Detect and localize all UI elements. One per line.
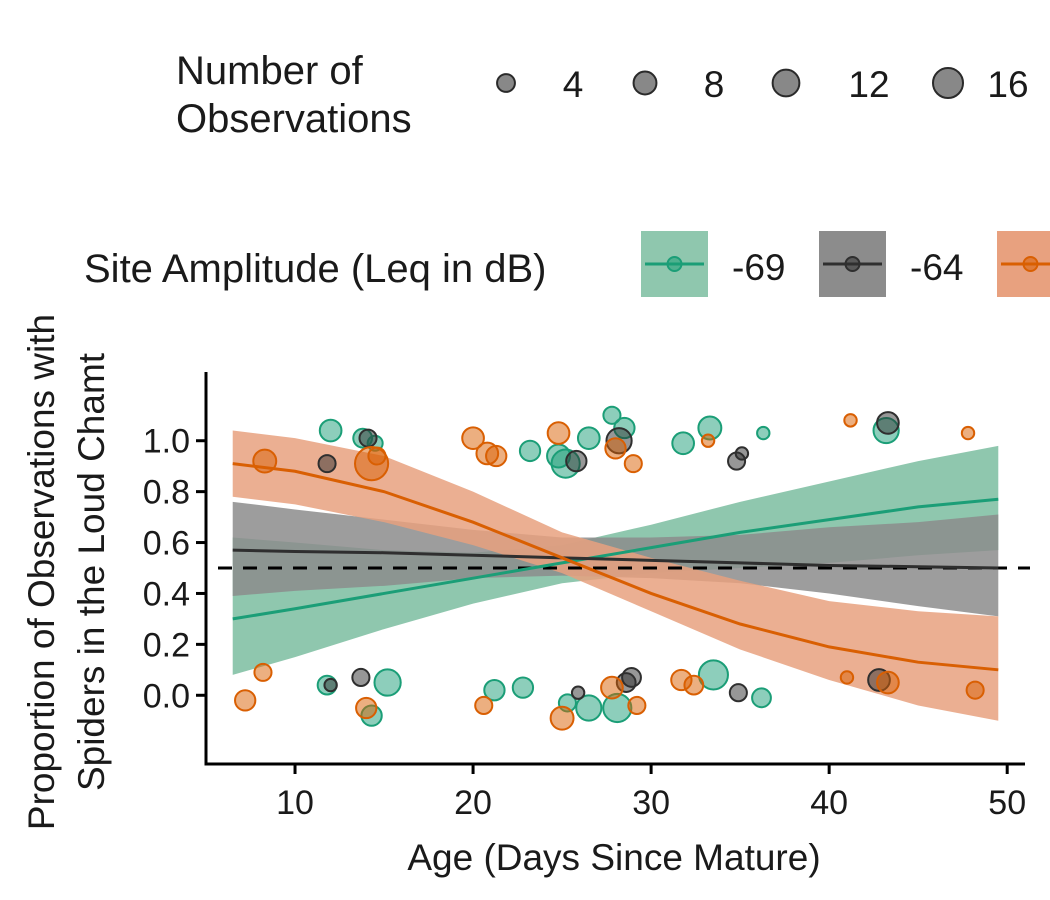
data-point-2-2 bbox=[367, 446, 387, 466]
y-tick-label-3: 0.6 bbox=[143, 525, 190, 563]
data-point-2-10 bbox=[843, 413, 858, 428]
data-point-1-7 bbox=[323, 677, 338, 693]
fit-line-2 bbox=[232, 462, 999, 672]
data-point-0-22 bbox=[751, 687, 772, 709]
size-legend-title-line-2: Observations bbox=[176, 97, 412, 141]
y-tick-label-2: 0.4 bbox=[143, 575, 190, 613]
data-point-1-11 bbox=[621, 667, 642, 688]
size-legend-title-line-1: Number of bbox=[176, 49, 364, 93]
data-point-1-5 bbox=[734, 446, 750, 461]
data-points bbox=[234, 405, 985, 731]
data-point-0-19 bbox=[575, 694, 603, 722]
data-point-2-15 bbox=[474, 695, 494, 715]
data-point-1-9 bbox=[570, 685, 586, 700]
data-point-2-5 bbox=[485, 444, 508, 468]
data-point-1-0 bbox=[317, 454, 337, 474]
color-legend: Site Amplitude (Leq in dB) -69 -64 bbox=[84, 231, 1050, 297]
x-tick-label-1: 20 bbox=[454, 784, 492, 822]
data-point-0-7 bbox=[602, 405, 622, 425]
size-legend-label-2: 12 bbox=[848, 64, 889, 105]
axes: 10 20 30 40 50 0.0 0.2 0.4 0.6 0.8 1.0 bbox=[143, 372, 1026, 822]
size-legend-key-1 bbox=[632, 70, 658, 96]
y-tick-label-0: 0.0 bbox=[143, 677, 190, 715]
color-legend-key-dot-2 bbox=[1022, 256, 1039, 272]
data-point-0-14 bbox=[373, 668, 402, 697]
y-axis-title-line-1: Proportion of Observations with bbox=[21, 314, 62, 830]
data-point-2-21 bbox=[839, 670, 855, 685]
size-legend-label-1: 8 bbox=[704, 64, 725, 105]
size-legend-label-0: 4 bbox=[563, 64, 584, 105]
data-point-0-16 bbox=[483, 679, 506, 702]
data-point-2-11 bbox=[960, 425, 976, 441]
data-point-1-1 bbox=[358, 428, 378, 448]
data-point-1-12 bbox=[728, 683, 748, 703]
y-tick-label-4: 0.8 bbox=[143, 474, 190, 512]
size-legend-key-3 bbox=[931, 66, 965, 100]
confidence-band-2 bbox=[232, 430, 999, 721]
data-point-2-14 bbox=[355, 696, 378, 720]
x-tick-label-4: 50 bbox=[988, 784, 1026, 822]
data-point-2-13 bbox=[253, 662, 273, 682]
data-point-0-9 bbox=[671, 431, 695, 456]
data-point-0-3 bbox=[518, 439, 542, 463]
data-point-2-18 bbox=[627, 695, 647, 715]
data-point-2-7 bbox=[604, 437, 627, 460]
color-legend-label-0: -69 bbox=[732, 247, 785, 288]
data-point-2-0 bbox=[252, 448, 278, 474]
data-point-0-11 bbox=[756, 425, 771, 441]
data-point-0-21 bbox=[697, 659, 729, 691]
fit-line-0 bbox=[232, 497, 999, 621]
x-tick-label-3: 40 bbox=[810, 784, 848, 822]
data-point-1-2 bbox=[565, 449, 588, 473]
color-legend-title: Site Amplitude (Leq in dB) bbox=[84, 247, 546, 291]
data-point-1-6 bbox=[876, 411, 900, 435]
size-legend-key-0 bbox=[496, 73, 516, 93]
data-point-2-8 bbox=[623, 454, 643, 474]
size-legend-label-3: 16 bbox=[987, 64, 1028, 105]
y-axis-title-line-2: Spiders in the Loud Chamt bbox=[71, 352, 112, 791]
color-legend-key-dot-0 bbox=[666, 256, 683, 272]
data-point-2-9 bbox=[700, 433, 716, 448]
data-point-2-17 bbox=[600, 675, 624, 700]
data-point-0-0 bbox=[318, 418, 343, 443]
x-tick-label-0: 10 bbox=[276, 784, 314, 822]
data-point-2-16 bbox=[549, 705, 575, 731]
size-legend: Number of Observations 4 8 12 16 bbox=[176, 49, 1029, 141]
data-point-1-8 bbox=[351, 667, 371, 687]
plot-area: 10 20 30 40 50 0.0 0.2 0.4 0.6 0.8 1.0 bbox=[143, 372, 1030, 822]
fit-lines bbox=[232, 462, 999, 672]
data-point-2-3 bbox=[461, 426, 485, 451]
color-legend-key-dot-1 bbox=[844, 256, 861, 272]
data-point-2-23 bbox=[965, 680, 985, 700]
data-point-2-22 bbox=[876, 670, 900, 695]
data-point-2-6 bbox=[546, 421, 571, 445]
data-point-0-6 bbox=[576, 426, 601, 451]
data-point-0-17 bbox=[511, 676, 535, 699]
fit-line-1 bbox=[232, 548, 999, 570]
x-axis-title: Age (Days Since Mature) bbox=[407, 837, 820, 878]
x-tick-label-2: 30 bbox=[632, 784, 670, 822]
data-point-2-12 bbox=[234, 689, 257, 712]
y-tick-label-1: 0.2 bbox=[143, 626, 190, 664]
size-legend-key-2 bbox=[771, 68, 801, 98]
data-point-2-20 bbox=[683, 674, 705, 696]
color-legend-label-1: -64 bbox=[910, 247, 963, 288]
y-tick-label-5: 1.0 bbox=[143, 423, 190, 461]
